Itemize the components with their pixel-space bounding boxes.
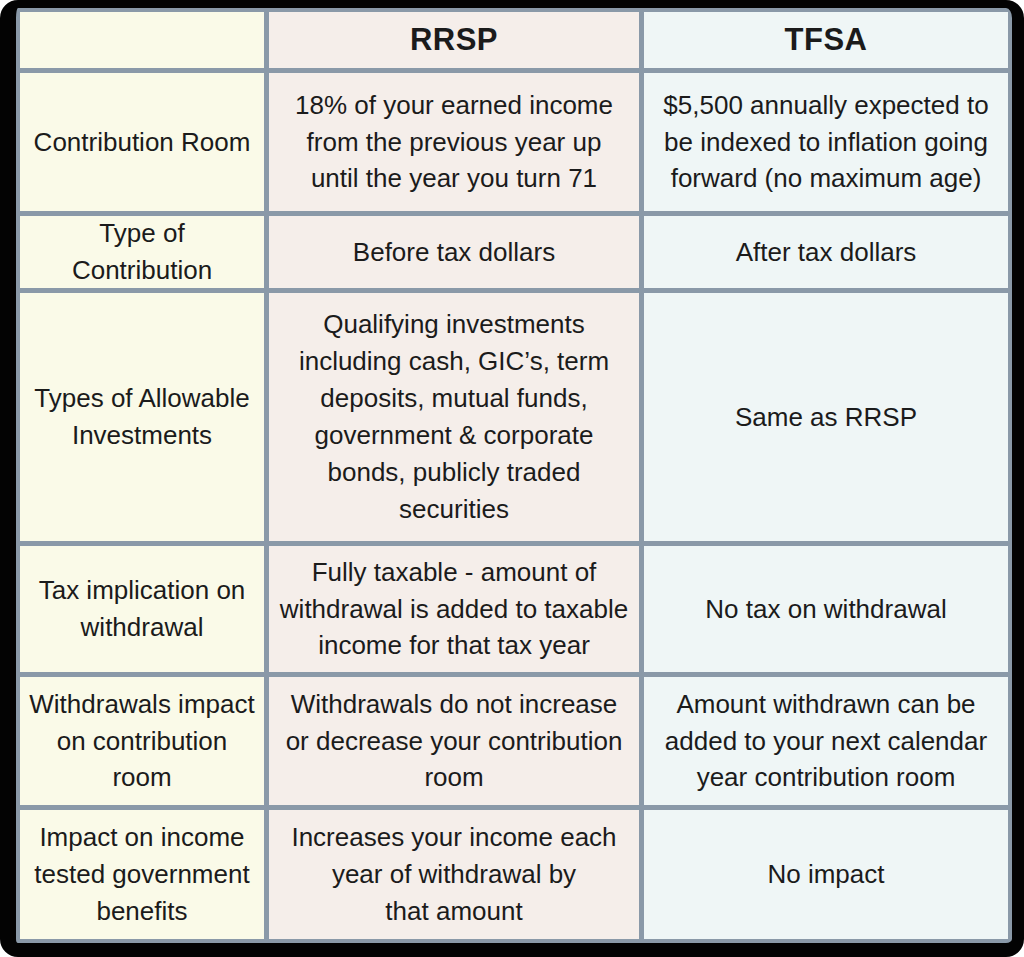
rrsp-withdrawals-impact-cell: Withdrawals do not increase or decrease … [269,677,639,805]
row-label-withdrawals-impact: Withdrawals impact on contribution room [20,677,264,805]
tfsa-allowable-investments-cell: Same as RRSP [644,293,1008,541]
comparison-table: RRSP TFSA Contribution Room 18% of your … [16,8,1012,943]
row-label-type-of-contribution: Type of Contribution [20,216,264,288]
tfsa-withdrawals-impact-cell: Amount withdrawn can be added to your ne… [644,677,1008,805]
row-label-allowable-investments: Types of Allowable Investments [20,293,264,541]
comparison-table-frame: RRSP TFSA Contribution Room 18% of your … [0,0,1024,957]
row-label-government-benefits: Impact on income tested government benef… [20,810,264,939]
tfsa-contribution-room-cell: $5,500 annually expected to be indexed t… [644,73,1008,211]
rrsp-government-benefits-cell: Increases your income each year of withd… [269,810,639,939]
tfsa-government-benefits-cell: No impact [644,810,1008,939]
rrsp-column-header: RRSP [269,12,639,68]
rrsp-contribution-room-cell: 18% of your earned income from the previ… [269,73,639,211]
tfsa-tax-implication-cell: No tax on withdrawal [644,546,1008,672]
tfsa-column-header: TFSA [644,12,1008,68]
row-label-contribution-room: Contribution Room [20,73,264,211]
rrsp-allowable-investments-cell: Qualifying investments including cash, G… [269,293,639,541]
rrsp-type-of-contribution-cell: Before tax dollars [269,216,639,288]
empty-header-cell [20,12,264,68]
rrsp-tax-implication-cell: Fully taxable - amount of withdrawal is … [269,546,639,672]
row-label-tax-implication: Tax implication on withdrawal [20,546,264,672]
tfsa-type-of-contribution-cell: After tax dollars [644,216,1008,288]
